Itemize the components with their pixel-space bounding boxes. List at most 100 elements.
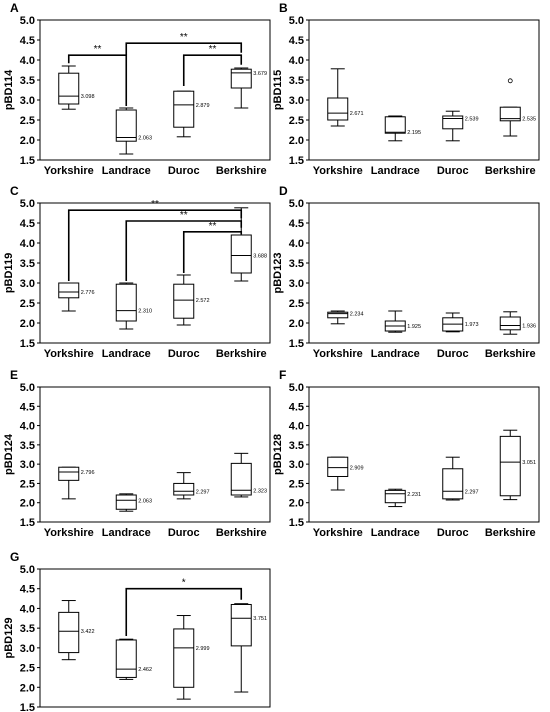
y-tick-label: 5.0 (289, 15, 304, 27)
box-duroc: 2.297 (442, 456, 479, 501)
y-tick-label: 4.0 (289, 55, 304, 67)
box-iqr (384, 116, 406, 134)
median-value-label: 1.925 (407, 324, 421, 330)
median-value-label: 2.195 (407, 130, 421, 136)
box-iqr (499, 316, 521, 331)
median-value-label: 2.535 (522, 117, 536, 123)
median-value-label: 2.572 (196, 298, 210, 304)
median-value-label: 3.679 (253, 71, 267, 77)
y-tick-label: 1.5 (289, 155, 304, 167)
y-tick-label: 1.5 (20, 155, 35, 167)
y-tick-label: 2.0 (20, 318, 35, 330)
y-tick-label: 3.5 (289, 258, 304, 270)
box-iqr (115, 283, 137, 322)
x-category-label: Yorkshire (44, 165, 94, 177)
x-category-label: Landrace (371, 348, 420, 360)
y-tick-label: 2.0 (20, 135, 35, 147)
significance-bracket (125, 220, 243, 281)
significance-marker: * (182, 578, 186, 589)
y-tick-label: 4.5 (289, 218, 304, 230)
box-iqr (115, 639, 137, 678)
box-berkshire: 3.051 (499, 429, 536, 501)
y-tick-label: 4.0 (20, 55, 35, 67)
significance-marker: ** (180, 32, 188, 43)
box-iqr (58, 72, 80, 105)
box-landrace: 2.063 (115, 493, 152, 512)
y-axis-label: pBD123 (272, 253, 284, 294)
y-tick-label: 5.0 (20, 198, 35, 210)
outlier-point (507, 78, 513, 84)
y-tick-label: 5.0 (289, 198, 304, 210)
box-yorkshire: 2.671 (327, 68, 364, 127)
x-category-label: Duroc (437, 527, 469, 539)
median-value-label: 2.297 (196, 489, 210, 495)
x-category-label: Berkshire (216, 165, 267, 177)
x-category-label: Duroc (168, 527, 200, 539)
box-berkshire: 1.936 (499, 311, 536, 335)
plot-frame (308, 19, 540, 161)
x-category-label: Berkshire (216, 348, 267, 360)
y-tick-label: 1.5 (20, 517, 35, 529)
y-tick-label: 1.5 (20, 338, 35, 350)
box-yorkshire: 3.098 (58, 65, 95, 110)
y-tick-label: 4.0 (20, 603, 35, 615)
median-value-label: 3.688 (253, 253, 267, 259)
panel-label: F (279, 368, 286, 382)
median-value-label: 3.098 (81, 94, 95, 100)
plot-frame (39, 386, 271, 523)
median-value-label: 2.234 (350, 312, 364, 318)
x-category-label: Landrace (371, 165, 420, 177)
box-yorkshire: 3.422 (58, 600, 95, 661)
y-tick-label: 4.0 (289, 238, 304, 250)
y-tick-label: 2.5 (289, 115, 304, 127)
chart-panel-g: GpBD1291.52.02.53.03.54.04.55.0Yorkshire… (3, 550, 271, 712)
x-category-label: Berkshire (485, 527, 536, 539)
median-value-label: 2.671 (350, 111, 364, 117)
box-iqr (384, 489, 406, 504)
box-iqr (115, 494, 137, 510)
y-tick-label: 3.5 (20, 623, 35, 635)
x-category-label: Berkshire (216, 527, 267, 539)
median-value-label: 1.936 (522, 324, 536, 330)
box-iqr (173, 90, 195, 128)
y-tick-label: 4.5 (20, 401, 35, 413)
x-category-label: Duroc (168, 165, 200, 177)
y-tick-label: 4.5 (20, 35, 35, 47)
median-value-label: 3.422 (81, 629, 95, 635)
box-landrace: 2.310 (115, 282, 152, 330)
y-tick-label: 2.5 (20, 478, 35, 490)
x-category-label: Yorkshire (313, 165, 363, 177)
box-yorkshire: 2.776 (58, 282, 95, 312)
y-tick-label: 2.5 (20, 663, 35, 675)
significance-marker: ** (94, 44, 102, 55)
y-tick-label: 3.0 (20, 643, 35, 655)
y-tick-label: 2.5 (20, 115, 35, 127)
plot-frame (308, 202, 540, 344)
y-tick-label: 3.0 (20, 278, 35, 290)
box-landrace: 2.063 (115, 107, 152, 155)
panel-label: B (279, 1, 288, 15)
box-iqr (499, 106, 521, 122)
y-tick-label: 3.0 (289, 95, 304, 107)
box-iqr (173, 628, 195, 688)
y-tick-label: 3.0 (289, 459, 304, 471)
box-iqr (230, 462, 252, 496)
box-berkshire: 2.323 (230, 452, 267, 498)
y-tick-label: 2.0 (289, 498, 304, 510)
y-tick-label: 3.5 (20, 75, 35, 87)
y-axis-label: pBD129 (3, 618, 15, 659)
box-iqr (327, 456, 349, 477)
box-berkshire: 3.679 (230, 67, 267, 109)
x-category-label: Landrace (102, 527, 151, 539)
y-tick-label: 5.0 (20, 382, 35, 394)
panel-label: G (10, 550, 19, 564)
y-tick-label: 4.5 (289, 35, 304, 47)
box-landrace: 2.195 (384, 115, 421, 142)
